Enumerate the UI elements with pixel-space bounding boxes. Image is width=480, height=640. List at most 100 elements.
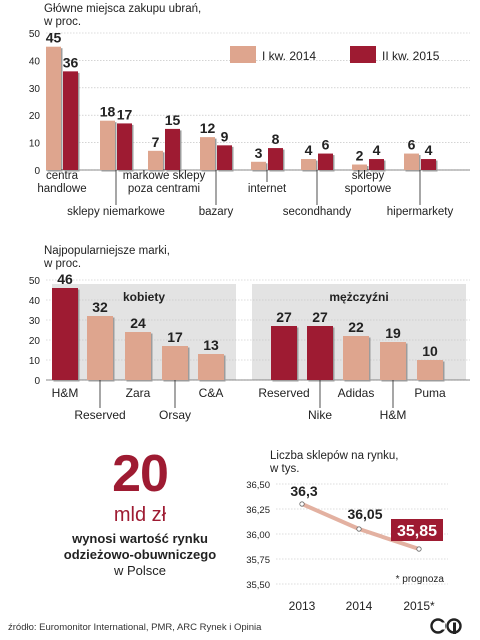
chart2-ytick: 0 bbox=[34, 376, 40, 387]
chart1-value-label: 4 bbox=[305, 142, 313, 158]
chart1-legend-label: I kw. 2014 bbox=[262, 49, 316, 63]
chart1-ytick: 40 bbox=[29, 56, 41, 67]
chart3-category-label: Puma bbox=[414, 386, 446, 400]
chart4-value-label: 36,3 bbox=[290, 483, 317, 499]
chart1-ytick: 30 bbox=[29, 84, 41, 95]
chart1-value-label: 8 bbox=[272, 131, 280, 147]
chart1-value-label: 6 bbox=[322, 137, 330, 153]
chart2-ytick: 30 bbox=[29, 316, 41, 327]
chart2-category-label: Reserved bbox=[74, 408, 125, 422]
chart1-bar bbox=[148, 150, 163, 170]
market-value-description: wynosi wartość rynku odzieżowo-obuwnicze… bbox=[30, 531, 250, 563]
chart1-bar bbox=[46, 46, 61, 171]
chart2-subtitle: w proc. bbox=[43, 258, 81, 270]
chart4-xtick: 2013 bbox=[289, 599, 316, 613]
chart3-bar bbox=[307, 326, 333, 380]
chart4-title: Liczba sklepów na rynku, bbox=[270, 450, 398, 462]
chart1-subtitle: w proc. bbox=[43, 16, 81, 28]
chart1-bar bbox=[100, 120, 115, 170]
source-note: źródło: Euromonitor International, PMR, … bbox=[8, 622, 262, 633]
chart1-legend-label: II kw. 2015 bbox=[382, 49, 440, 63]
chart1-category-label: hipermarkety bbox=[387, 206, 454, 218]
chart3-value-label: 10 bbox=[422, 343, 438, 359]
chart2-category-label: C&A bbox=[199, 386, 224, 400]
chart1-ytick: 0 bbox=[34, 166, 40, 177]
chart1-value-label: 36 bbox=[63, 54, 79, 70]
chart1-bar bbox=[251, 161, 266, 170]
chart3-panel-label: mężczyźni bbox=[329, 290, 388, 304]
chart1-category-label: secondhandy bbox=[283, 206, 352, 218]
market-value-block: 20 mld zł wynosi wartość rynku odzieżowo… bbox=[30, 448, 250, 579]
chart1-value-label: 2 bbox=[356, 148, 364, 164]
chart4-point bbox=[299, 501, 305, 507]
chart4-xtick: 2014 bbox=[346, 599, 373, 613]
chart1-category-label: centra bbox=[46, 170, 79, 182]
chart1-bar bbox=[352, 164, 367, 170]
chart1-bar bbox=[404, 153, 419, 170]
chart2-bar bbox=[125, 332, 151, 380]
chart1-category-label: internet bbox=[248, 183, 287, 195]
chart2-ytick: 10 bbox=[29, 356, 41, 367]
chart2-value-label: 32 bbox=[92, 299, 108, 315]
chart2-bar bbox=[87, 316, 113, 380]
chart1-bar bbox=[217, 145, 232, 170]
chart2-category-label: Zara bbox=[126, 386, 151, 400]
chart1-ytick: 50 bbox=[29, 29, 41, 40]
market-value-description-line-2: odzieżowo-obuwniczego bbox=[63, 547, 217, 562]
chart4-annotation: * prognoza bbox=[396, 574, 445, 585]
chart3-bar bbox=[417, 360, 443, 380]
chart1-value-label: 4 bbox=[373, 142, 381, 158]
chart1-category-label: markowe sklepy bbox=[123, 170, 206, 182]
chart1-bar bbox=[117, 123, 132, 170]
chart1-value-label: 7 bbox=[152, 134, 160, 150]
chart1-category-label: sklepy bbox=[352, 170, 385, 182]
chart3-value-label: 27 bbox=[276, 309, 292, 325]
chart4-ytick: 36,00 bbox=[246, 530, 270, 541]
market-value-number: 20 bbox=[112, 445, 169, 503]
chart4-subtitle: w tys. bbox=[269, 463, 299, 475]
chart2-value-label: 17 bbox=[167, 329, 183, 345]
chart2-category-label: H&M bbox=[52, 386, 79, 400]
market-value-unit: mld zł bbox=[113, 504, 167, 526]
chart3-bar bbox=[380, 342, 406, 380]
chart2-ytick: 50 bbox=[29, 276, 41, 287]
chart4-ytick: 35,50 bbox=[246, 580, 270, 591]
chart1-bar bbox=[165, 128, 180, 170]
chart4-xtick: 2015* bbox=[403, 599, 435, 613]
chart1-bar bbox=[369, 159, 384, 170]
chart3-category-label: Nike bbox=[308, 408, 332, 422]
market-value-description-line-1: wynosi wartość rynku bbox=[72, 531, 208, 546]
chart3-category-label: Adidas bbox=[338, 386, 375, 400]
chart1-value-label: 45 bbox=[46, 30, 62, 46]
chart1-value-label: 18 bbox=[100, 104, 116, 120]
chart4-highlight-box bbox=[391, 519, 443, 541]
chart1-value-label: 3 bbox=[255, 145, 263, 161]
chart1-title: Główne miejsca zakupu ubrań, bbox=[44, 3, 201, 15]
chart1-bar bbox=[421, 159, 436, 170]
chart3-value-label: 27 bbox=[312, 309, 328, 325]
chart2-value-label: 46 bbox=[57, 271, 73, 287]
chart1-value-label: 15 bbox=[165, 112, 181, 128]
chart3-category-label: Reserved bbox=[258, 386, 309, 400]
market-value-place: w Polsce bbox=[113, 563, 167, 578]
chart1-legend-swatch bbox=[230, 46, 256, 63]
chart1-category-label: bazary bbox=[199, 206, 234, 218]
chart1-category-label: poza centrami bbox=[128, 183, 200, 195]
chart2-ytick: 20 bbox=[29, 336, 41, 347]
chart2-panel-label: kobiety bbox=[123, 290, 165, 304]
chart1-value-label: 6 bbox=[408, 137, 416, 153]
chart3-value-label: 22 bbox=[348, 319, 364, 335]
chart2-title: Najpopularniejsze marki, bbox=[44, 245, 170, 257]
chart3-category-label: H&M bbox=[380, 408, 407, 422]
chart2-value-label: 13 bbox=[203, 337, 219, 353]
chart4-ytick: 35,75 bbox=[246, 555, 270, 566]
chart1-category-label: sklepy niemarkowe bbox=[67, 206, 165, 218]
chart4-point bbox=[356, 526, 362, 532]
pap-logo-icon bbox=[430, 618, 462, 634]
chart1-value-label: 17 bbox=[117, 106, 133, 122]
chart2-category-label: Orsay bbox=[159, 408, 191, 422]
chart2-bar bbox=[198, 354, 224, 380]
chart4-value-label: 36,05 bbox=[347, 506, 382, 522]
chart1-ytick: 20 bbox=[29, 111, 41, 122]
